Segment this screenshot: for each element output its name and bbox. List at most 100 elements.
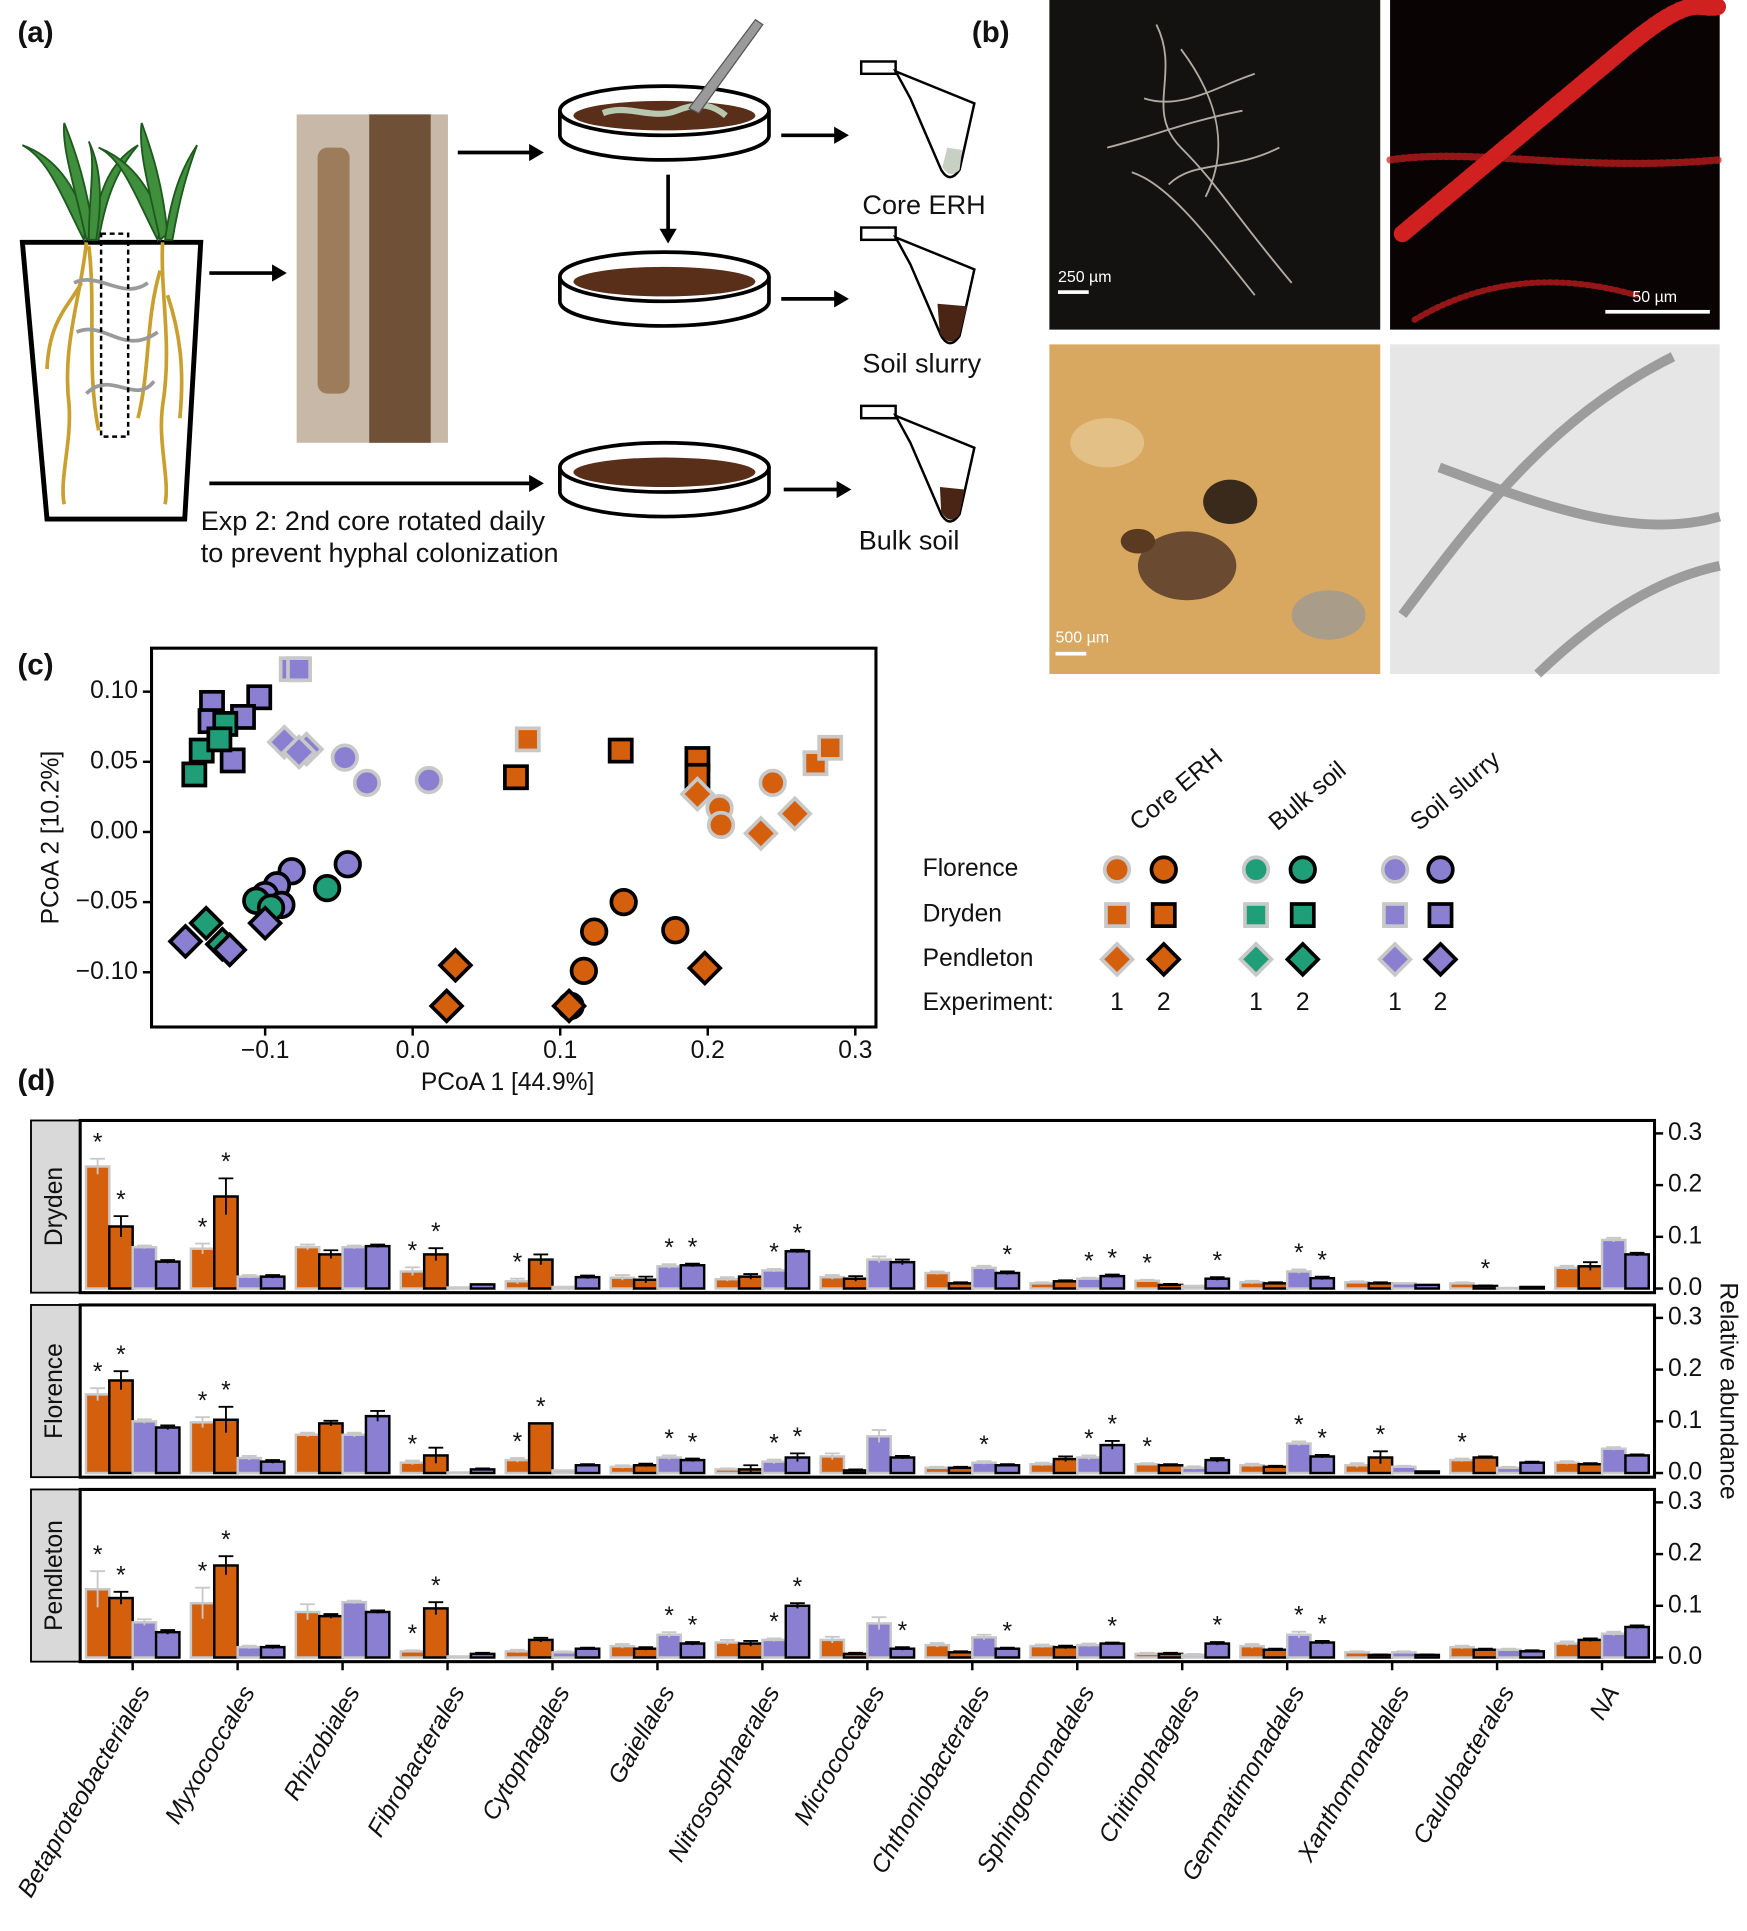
error-bar [929,1465,945,1469]
bar [1099,1443,1126,1475]
facet-frame [78,1118,1657,1295]
micrographs: 250 µm 50 µm 500 µm [1049,0,1729,678]
error-bar [1582,1462,1598,1466]
point [211,931,248,968]
bar [527,1638,554,1659]
significance-star: * [93,1359,103,1386]
error-bar [824,1635,840,1644]
error-bar [323,1613,339,1619]
bar [1600,1632,1627,1659]
error-bar [346,1599,362,1604]
bar [131,1621,158,1659]
error-bar [848,1468,864,1472]
significance-star: * [1376,1422,1386,1449]
significance-star: * [688,1613,698,1640]
significance-star: * [688,1234,698,1261]
bar [1624,1625,1650,1659]
error-bar [871,1429,887,1443]
bar [994,1647,1021,1659]
error-bar [1139,1278,1155,1282]
error-bar [1104,1440,1120,1450]
point [776,795,813,832]
y-tick-label: 0.0 [1668,1459,1702,1486]
bar [1180,1284,1207,1290]
bar [784,1250,811,1290]
significance-star: * [1212,1248,1222,1275]
legend-marker [1150,902,1177,928]
error-bar [1163,1651,1178,1655]
error-bar [1373,1450,1388,1464]
error-bar [300,1603,315,1620]
bar [1099,1274,1126,1290]
error-bar [428,1247,444,1261]
bar [131,1245,158,1290]
point [333,850,362,879]
error-bar [370,1410,386,1422]
error-bar [1559,1640,1575,1646]
error-bar [475,1651,490,1655]
error-bar [1034,1281,1050,1285]
significance-star: * [1003,1618,1013,1645]
bar [1052,1280,1079,1290]
significance-star: * [1142,1250,1152,1277]
y-tick-label: 0.3 [1668,1303,1702,1330]
bar [1414,1470,1441,1475]
significance-star: * [1108,1412,1118,1439]
error-bar [790,1248,805,1253]
error-bar [1268,1647,1283,1651]
error-bar [685,1457,700,1462]
error-bar [370,1609,386,1614]
x-tick-label: 0.0 [396,1037,430,1064]
error-bar [580,1274,595,1279]
bar [1624,1454,1650,1475]
error-bar [510,1457,525,1463]
bar [1134,1462,1161,1475]
error-bar [1524,1649,1540,1653]
legend-marker [1145,941,1182,978]
roots [45,242,184,505]
diagram-label: Core ERH [862,190,985,220]
error-bar [1186,1465,1202,1470]
bar [1600,1447,1627,1475]
error-bar [1209,1457,1225,1463]
error-bar [265,1459,281,1464]
error-bar [160,1629,176,1635]
significance-star: * [898,1618,908,1645]
significance-star: * [1294,1412,1304,1439]
point [286,656,312,683]
facet-label: Dryden [41,1167,68,1246]
point [569,956,598,986]
point [580,917,609,946]
petri-dishes [558,18,771,519]
error-bar [195,1416,210,1428]
significance-star: * [769,1240,779,1267]
significance-star: * [1317,1612,1327,1639]
significance-star: * [431,1219,441,1246]
error-bar [766,1637,782,1642]
error-bar [848,1275,864,1282]
error-bar [241,1274,257,1279]
point [352,768,382,798]
point [167,923,204,960]
legend-marker [1238,941,1274,978]
y-tick-label: 0.1 [1668,1591,1702,1618]
bar [1285,1442,1312,1475]
error-bar [1629,1624,1645,1629]
bar [341,1600,368,1659]
error-bar [1349,1650,1365,1654]
error-bar [113,1215,129,1237]
bar [446,1471,473,1475]
facet-label: Florence [41,1343,68,1439]
significance-star: * [1457,1429,1467,1456]
y-tick-label: 0.0 [1668,1643,1702,1670]
error-bar [790,1602,805,1609]
bar [574,1647,601,1659]
error-bar [90,1157,105,1175]
bar [1285,1633,1312,1659]
error-bar [661,1631,677,1638]
error-bar [1244,1462,1260,1467]
error-bar [195,1586,210,1619]
error-bar [1559,1460,1575,1465]
legend-marker [1427,902,1454,928]
scale-label: 500 µm [1056,630,1110,647]
